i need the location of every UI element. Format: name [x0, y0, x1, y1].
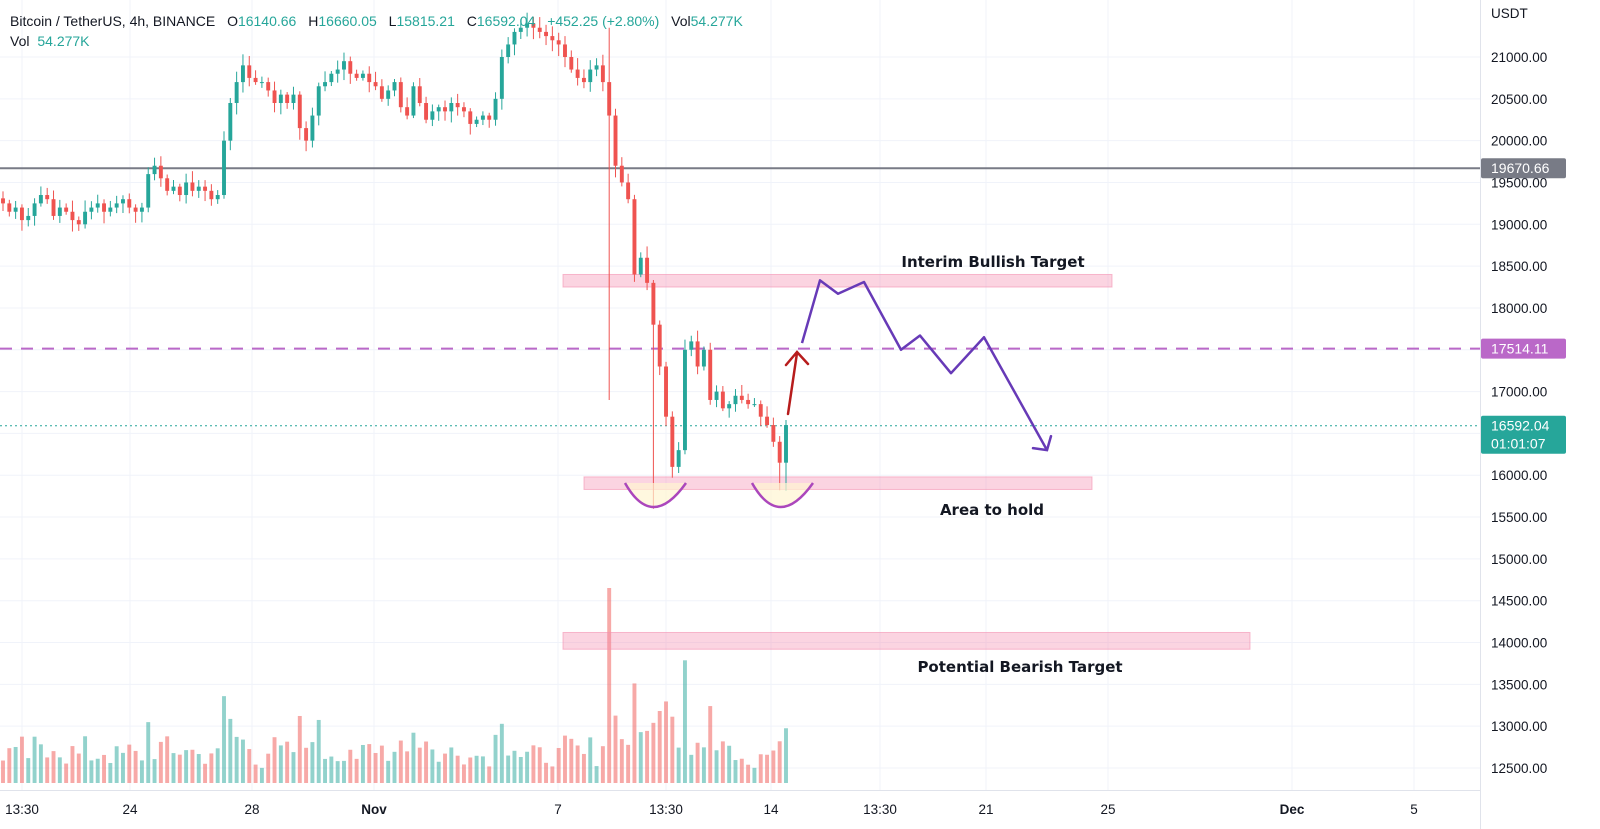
volume-indicator-legend[interactable]: Vol 54.277K — [10, 31, 743, 51]
change-value: +452.25 (+2.80%) — [547, 13, 660, 29]
chart-legend: Bitcoin / TetherUS, 4h, BINANCE O16140.6… — [10, 11, 743, 51]
price-tick: 17000.00 — [1491, 385, 1547, 400]
close-label: C — [466, 13, 477, 29]
text-annotations[interactable]: Interim Bullish Target Area to hold Potent… — [901, 253, 1122, 676]
high-value: 16660.05 — [318, 13, 377, 29]
time-tick: Dec — [1280, 802, 1305, 817]
price-tick: 16000.00 — [1491, 468, 1547, 483]
open-label: O — [227, 13, 238, 29]
breakout-arrow[interactable] — [784, 350, 810, 416]
price-tick: 19000.00 — [1491, 217, 1547, 232]
last-price-tag: 16592.04 — [1491, 418, 1550, 434]
price-tick: 13000.00 — [1491, 719, 1547, 734]
vol-label: Vol — [671, 13, 691, 29]
zone-rectangles[interactable] — [562, 273, 1251, 650]
time-tick: 13:30 — [649, 802, 683, 817]
zone-1[interactable] — [583, 476, 1093, 490]
time-tick: 5 — [1410, 802, 1418, 817]
interim-bullish-label[interactable]: Interim Bullish Target — [901, 253, 1084, 271]
price-tick: 14500.00 — [1491, 594, 1547, 609]
time-tick: 28 — [244, 802, 259, 817]
projection-path[interactable] — [800, 279, 1049, 451]
price-tick: 15000.00 — [1491, 552, 1547, 567]
price-tick: 20500.00 — [1491, 92, 1547, 107]
price-tick: 19500.00 — [1491, 175, 1547, 190]
horizontal-line-price-tag: 19670.66 — [1491, 160, 1550, 176]
drawing-tools[interactable] — [623, 279, 1053, 509]
potential-bearish-label[interactable]: Potential Bearish Target — [917, 658, 1122, 676]
support-arc[interactable] — [750, 482, 815, 509]
price-tick: 12500.00 — [1491, 761, 1547, 776]
high-label: H — [308, 13, 319, 29]
bar-countdown: 01:01:07 — [1491, 436, 1546, 452]
time-tick: 21 — [978, 802, 993, 817]
zone-0[interactable] — [562, 273, 1113, 288]
time-tick: 14 — [763, 802, 779, 817]
low-label: L — [388, 13, 397, 29]
candlestick-series — [1, 12, 788, 509]
projection-arrowhead — [1031, 434, 1053, 452]
price-tick: 18000.00 — [1491, 301, 1547, 316]
time-tick: 13:30 — [863, 802, 897, 817]
zone-2[interactable] — [562, 631, 1251, 650]
time-axis[interactable]: 13:30 24 28 Nov 7 13:30 14 13:30 21 25 Dec 5 — [5, 802, 1418, 817]
price-tick: 13500.00 — [1491, 677, 1547, 692]
close-value: 16592.04 — [476, 13, 536, 29]
support-arc[interactable] — [623, 482, 688, 509]
price-tick: 18500.00 — [1491, 259, 1547, 274]
price-tick: 15500.00 — [1491, 510, 1547, 525]
area-to-hold-label[interactable]: Area to hold — [940, 501, 1044, 519]
currency-label: USDT — [1491, 6, 1528, 21]
vol-value: 54.277K — [690, 13, 743, 29]
symbol-title[interactable]: Bitcoin / TetherUS, 4h, BINANCE — [10, 13, 216, 29]
time-tick: 7 — [554, 802, 562, 817]
open-value: 16140.66 — [237, 13, 297, 29]
volume-indicator-value: 54.277K — [37, 33, 90, 49]
volume-histogram — [1, 588, 788, 783]
low-value: 15815.21 — [396, 13, 455, 29]
time-tick: 24 — [122, 802, 138, 817]
price-axis[interactable]: USDT 21000.00 20500.00 20000.00 19500.00 1900… — [1481, 0, 1600, 829]
price-levels[interactable] — [0, 167, 1480, 427]
time-tick: Nov — [361, 802, 387, 817]
time-tick: 13:30 — [5, 802, 39, 817]
dashed-line-price-tag: 17514.11 — [1491, 341, 1549, 357]
price-tick: 14000.00 — [1491, 636, 1547, 651]
price-tick: 20000.00 — [1491, 134, 1547, 149]
time-tick: 25 — [1100, 802, 1115, 817]
volume-indicator-label: Vol — [10, 33, 30, 49]
price-tick: 21000.00 — [1491, 50, 1547, 65]
